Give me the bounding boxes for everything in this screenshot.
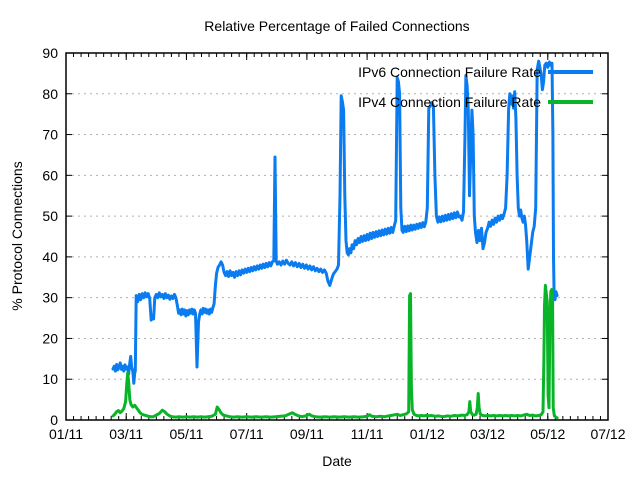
x-tick-label: 05/12: [530, 426, 565, 442]
y-tick-label: 70: [42, 127, 58, 143]
x-tick-label: 03/11: [109, 426, 143, 442]
y-tick-label: 80: [42, 86, 58, 102]
legend-line-sample-ipv4: [548, 100, 593, 104]
y-tick-label: 90: [42, 45, 58, 61]
x-axis-label: Date: [322, 453, 352, 469]
legend-item-ipv6: IPv6 Connection Failure Rate: [358, 57, 593, 87]
legend-line-sample-ipv6: [548, 70, 593, 74]
x-tick-label: 09/11: [290, 426, 324, 442]
y-tick-label: 40: [42, 249, 58, 265]
chart-title: Relative Percentage of Failed Connection…: [204, 18, 470, 34]
legend-label-ipv4: IPv4 Connection Failure Rate: [358, 94, 541, 110]
x-tick-label: 01/11: [49, 426, 83, 442]
y-tick-label: 10: [42, 371, 58, 387]
legend-item-ipv4: IPv4 Connection Failure Rate: [358, 87, 593, 117]
x-tick-label: 01/12: [410, 426, 445, 442]
y-tick-label: 30: [42, 290, 58, 306]
x-tick-label: 07/12: [590, 426, 625, 442]
y-axis-label: % Protocol Connections: [9, 161, 25, 311]
series-line-ipv4: [111, 283, 559, 420]
legend: IPv6 Connection Failure Rate IPv4 Connec…: [358, 57, 593, 117]
x-tick-label: 11/11: [351, 426, 384, 442]
y-tick-label: 50: [42, 208, 58, 224]
y-tick-label: 60: [42, 167, 58, 183]
series-line-ipv6: [111, 59, 559, 385]
x-tick-label: 03/12: [470, 426, 505, 442]
x-tick-label: 07/11: [230, 426, 264, 442]
plot-border: [65, 52, 609, 421]
y-tick-label: 20: [42, 330, 58, 346]
y-tick-label: 0: [50, 412, 58, 428]
legend-label-ipv6: IPv6 Connection Failure Rate: [358, 64, 541, 80]
x-tick-label: 05/11: [169, 426, 203, 442]
